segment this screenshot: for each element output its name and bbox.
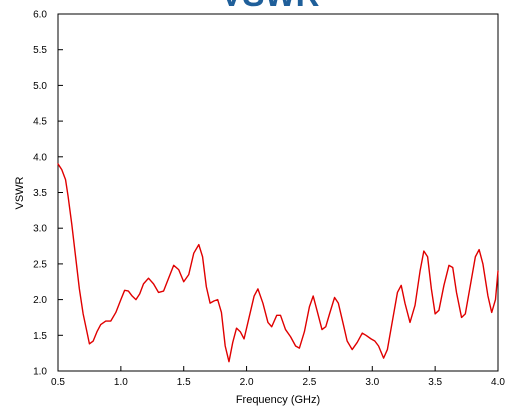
x-tick-label: 2.5 [302,377,316,388]
y-tick-label: 1.5 [33,331,47,342]
y-tick-label: 3.0 [33,224,47,235]
x-tick-label: 3.0 [365,377,379,388]
x-tick-label: 3.5 [428,377,442,388]
y-tick-label: 4.0 [33,152,47,163]
y-tick-label: 6.0 [33,10,47,21]
y-tick-label: 2.5 [33,259,47,270]
y-axis-label: VSWR [14,176,26,209]
y-tick-label: 3.5 [33,188,47,199]
chart-title: VSWR [221,0,320,13]
y-tick-label: 5.0 [33,81,47,92]
x-tick-label: 1.5 [177,377,191,388]
series-layer [57,163,499,363]
vswr-series-line [57,163,499,363]
x-tick-label: 2.0 [240,377,254,388]
y-tick-label: 4.5 [33,117,47,128]
x-axis-label: Frequency (GHz) [236,394,320,406]
plot-area [57,13,499,372]
y-tick-label: 2.0 [33,295,47,306]
y-tick-label: 5.5 [33,45,47,56]
y-axis: 1.0 1.5 2.0 2.5 3.0 3.5 4.0 4.5 5.0 5.5 6.0 [33,10,63,378]
x-axis: 0.5 1.0 1.5 2.0 2.5 3.0 3.5 4.0 [51,366,505,388]
x-tick-label: 4.0 [491,377,505,388]
y-tick-label: 1.0 [33,367,47,378]
x-tick-label: 0.5 [51,377,65,388]
x-tick-label: 1.0 [114,377,128,388]
